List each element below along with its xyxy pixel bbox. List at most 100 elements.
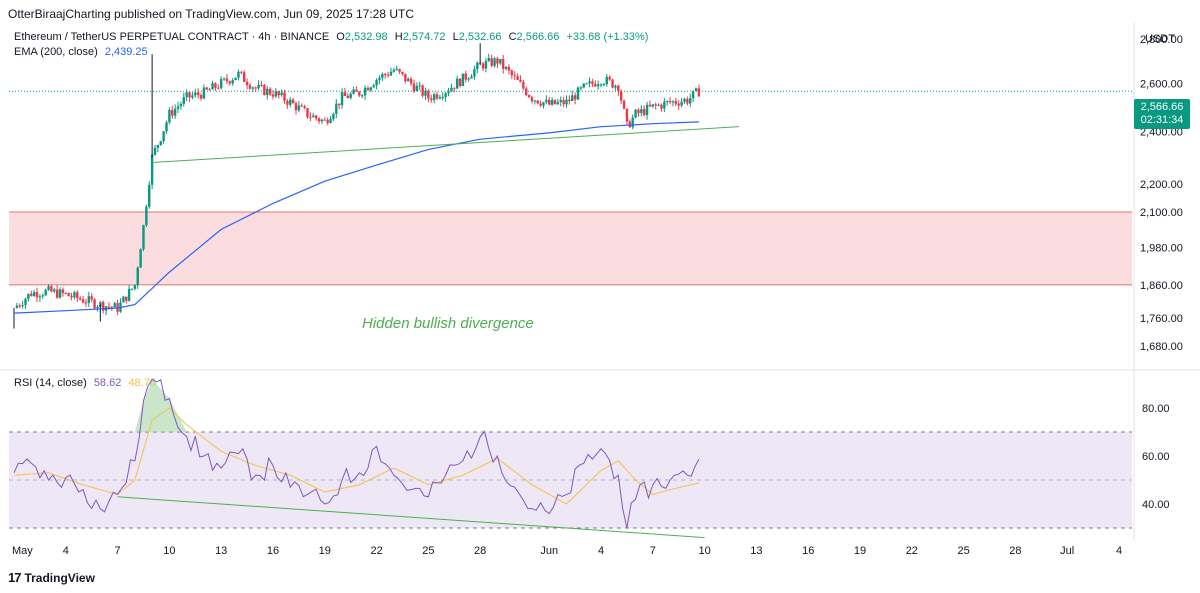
rsi-line [13, 378, 700, 529]
candle-body [289, 99, 292, 105]
candle-body [680, 101, 683, 106]
last-price-tag: 2,566.66 02:31:34 [1134, 99, 1190, 129]
publisher-line: OtterBiraajCharting published on Trading… [8, 7, 415, 21]
candle-body [237, 71, 240, 78]
candle-body [622, 100, 626, 109]
candle-body [573, 95, 577, 100]
candle-body [697, 88, 701, 97]
candle-body [234, 77, 237, 81]
low-value: 2,532.66 [458, 31, 502, 43]
candle-body [450, 87, 453, 92]
candle-body [412, 83, 416, 92]
candle-body [64, 293, 67, 295]
branding-label: TradingView [24, 570, 95, 585]
candle-body [53, 289, 56, 292]
candle-body [21, 305, 24, 307]
candle-body [61, 289, 65, 294]
candle-body [182, 97, 185, 105]
time-tick-label: 19 [854, 545, 866, 557]
candle-body [222, 78, 226, 80]
candle-body [407, 78, 410, 82]
candle-body [349, 93, 352, 99]
candle-body [24, 298, 27, 306]
candle-body [268, 88, 272, 95]
high-label: H [394, 31, 403, 43]
price-tick-label: 2,200.00 [1140, 179, 1183, 191]
price-pane: Hidden bullish divergence [9, 43, 1132, 332]
candle-body [55, 289, 59, 298]
candle-body [297, 105, 301, 111]
candle-body [96, 306, 99, 309]
time-tick-label: 10 [163, 545, 175, 557]
candle-body [455, 78, 459, 89]
candle-body [501, 58, 505, 69]
price-tick-label: 2,800.00 [1140, 34, 1183, 46]
price-tick-label: 1,680.00 [1140, 341, 1183, 353]
candle-body [27, 293, 30, 299]
candle-body [392, 69, 396, 72]
candle-body [530, 97, 534, 102]
candle-body [18, 305, 21, 307]
time-tick-label: 4 [63, 545, 69, 557]
candle-body [159, 141, 162, 145]
candle-body [499, 58, 502, 64]
candle-body [148, 184, 151, 207]
candle-body [171, 109, 174, 116]
candle-body [130, 288, 134, 290]
candle-body [142, 225, 145, 250]
candle-body [441, 97, 444, 99]
candle-body [363, 87, 367, 96]
currency-label[interactable]: USDT [1145, 33, 1175, 45]
candle-body [683, 98, 686, 102]
candle-body [381, 73, 384, 78]
candle-body [582, 83, 585, 88]
candle-body [571, 95, 574, 102]
time-tick-label: 13 [215, 545, 227, 557]
candle-body [32, 292, 36, 296]
candle-body [545, 99, 548, 103]
candle-body [70, 296, 73, 298]
candle-body [608, 76, 611, 80]
candle-body [550, 99, 554, 105]
candle-body [243, 72, 246, 82]
time-tick-label: 7 [115, 545, 121, 557]
candle-body [694, 88, 698, 91]
time-tick-label: 10 [699, 545, 711, 557]
candle-body [398, 69, 401, 72]
candle-body [263, 84, 266, 95]
time-tick-label: 22 [370, 545, 382, 557]
candle-body [378, 77, 381, 80]
tradingview-logo[interactable]: 17 TradingView [8, 570, 95, 585]
candle-body [458, 78, 462, 87]
time-tick-label: 28 [474, 545, 486, 557]
candle-body [660, 104, 663, 109]
candle-body [493, 58, 496, 66]
candle-body [533, 100, 537, 102]
candle-body [15, 305, 19, 308]
candle-body [122, 296, 125, 303]
candle-body [73, 292, 76, 298]
candle-body [99, 302, 102, 307]
candle-body [343, 92, 347, 96]
candle-body [228, 81, 232, 84]
candle-body [648, 104, 652, 107]
candle-body [579, 87, 583, 89]
candle-body [375, 79, 378, 86]
candle-body [257, 84, 260, 89]
candle-body [185, 92, 188, 98]
candle-body [271, 94, 275, 97]
candle-body [568, 99, 571, 102]
candle-body [314, 115, 318, 119]
candle-body [286, 100, 289, 105]
candle-body [303, 106, 306, 109]
price-tick-label: 1,760.00 [1140, 313, 1183, 325]
candle-body [300, 105, 303, 107]
candle-body [404, 73, 407, 82]
candle-body [145, 206, 148, 226]
candle-body [156, 144, 160, 148]
candle-body [689, 98, 692, 104]
candle-body [214, 83, 217, 88]
candle-body [352, 89, 355, 94]
low-label: L [452, 31, 459, 43]
